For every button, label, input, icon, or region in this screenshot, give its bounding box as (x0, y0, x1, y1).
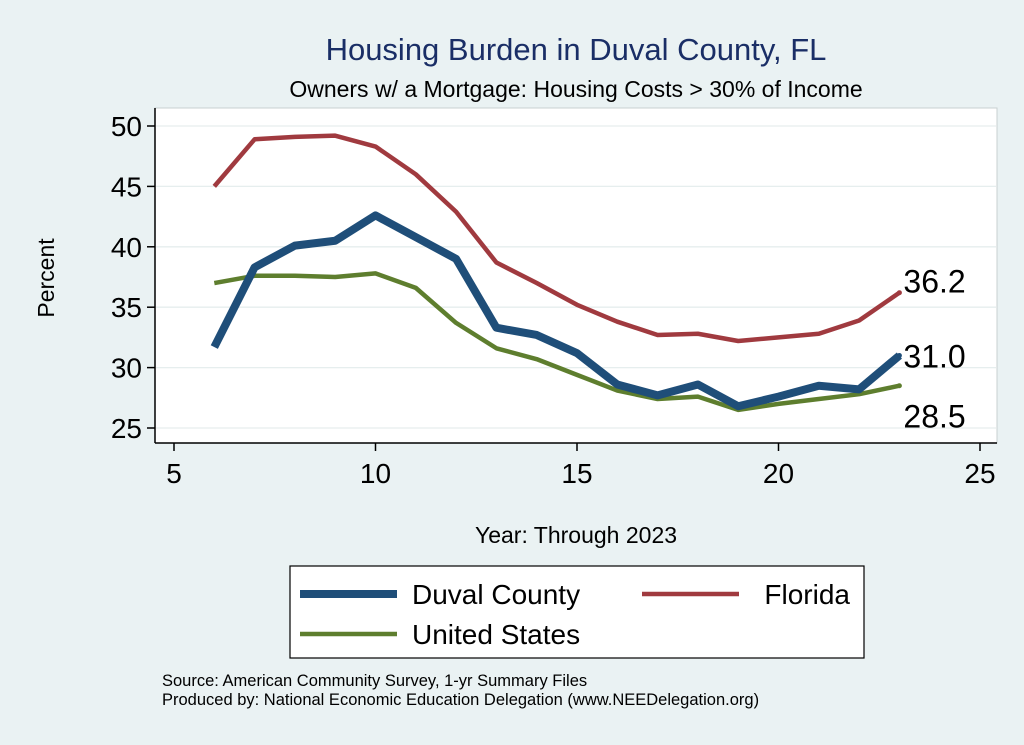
x-tick-label: 20 (763, 458, 794, 489)
series-line-florida (212, 133, 901, 344)
source-note: Source: American Community Survey, 1-yr … (162, 672, 588, 690)
end-labels: 31.0 36.2 28.5 (903, 264, 965, 435)
end-label-florida: 36.2 (903, 264, 965, 300)
x-tick-label: 5 (166, 458, 182, 489)
y-tick-label: 50 (111, 111, 142, 142)
end-label-duval-county: 31.0 (903, 339, 965, 375)
chart-title: Housing Burden in Duval County, FL (326, 32, 827, 67)
legend-label-duval-county: Duval County (412, 579, 580, 610)
x-tick-label: 15 (561, 458, 592, 489)
series (210, 133, 902, 413)
series-line-duval-county (210, 211, 902, 411)
y-tick-label: 25 (111, 413, 142, 444)
series-end-point-florida (896, 290, 902, 296)
grid (156, 125, 996, 429)
y-tick-label: 30 (111, 353, 142, 384)
x-tick-label: 25 (964, 458, 995, 489)
legend-items: Duval County Florida United States (300, 579, 850, 650)
series-line-united-states (213, 271, 900, 413)
legend-label-united-states: United States (412, 619, 580, 650)
chart-subtitle: Owners w/ a Mortgage: Housing Costs > 30… (289, 76, 862, 102)
end-label-united-states: 28.5 (903, 399, 965, 435)
series-end-point-duval-county (896, 353, 902, 359)
y-tick-label: 45 (111, 171, 142, 202)
legend-label-florida: Florida (764, 579, 850, 610)
x-tick-label: 10 (360, 458, 391, 489)
produced-by-note: Produced by: National Economic Education… (162, 691, 760, 709)
x-axis-label: Year: Through 2023 (475, 522, 677, 548)
series-end-point-united-states (896, 383, 902, 389)
axis-ticks: 25 30 35 40 45 50 5 10 15 20 25 (111, 111, 996, 489)
legend (289, 565, 865, 659)
footer: Source: American Community Survey, 1-yr … (162, 672, 759, 710)
y-axis-label: Percent (33, 238, 59, 318)
y-tick-label: 40 (111, 232, 142, 263)
y-tick-label: 35 (111, 292, 142, 323)
